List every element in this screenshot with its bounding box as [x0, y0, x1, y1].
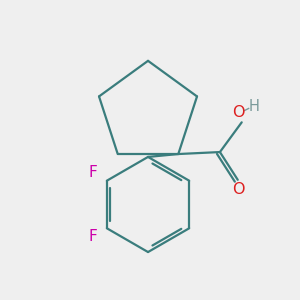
Text: F: F	[89, 229, 98, 244]
Text: H: H	[248, 99, 259, 114]
Text: O: O	[232, 182, 245, 197]
Text: O: O	[232, 105, 245, 120]
Text: F: F	[89, 165, 98, 180]
